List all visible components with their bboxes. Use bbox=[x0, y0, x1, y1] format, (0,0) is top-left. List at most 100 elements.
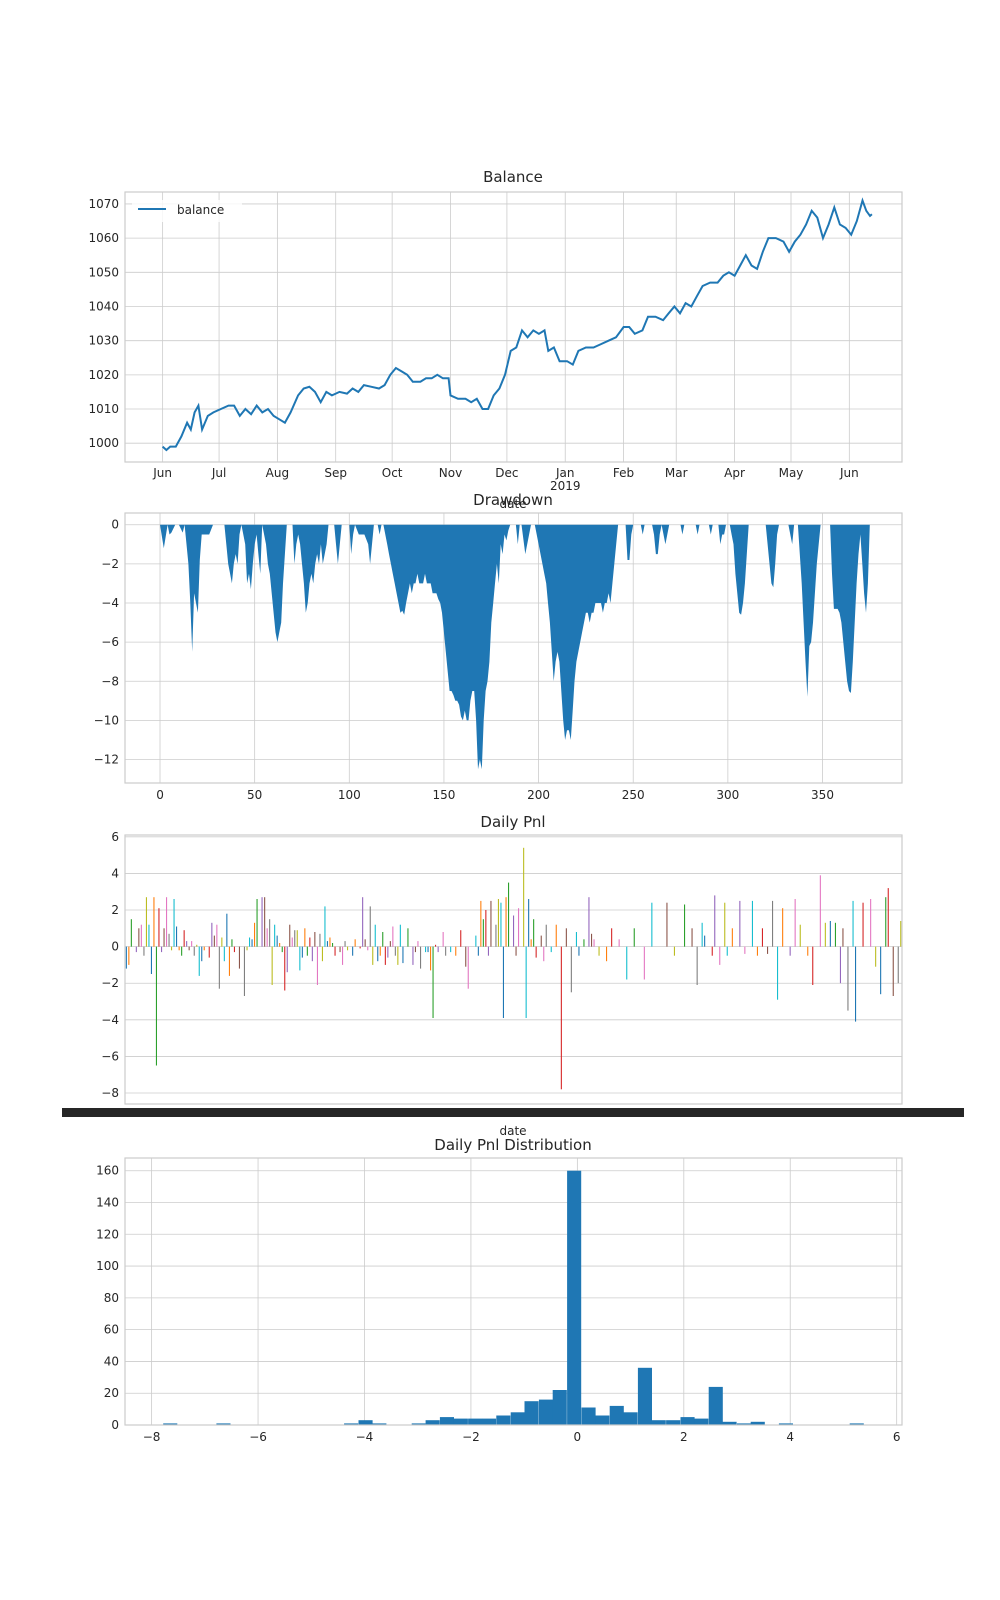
daily-pnl-bar bbox=[497, 899, 499, 947]
daily-pnl-bar bbox=[334, 946, 336, 956]
daily-pnl-bar bbox=[402, 946, 404, 964]
daily-pnl-y-tick-label: −2 bbox=[101, 976, 119, 990]
daily-pnl-bar bbox=[158, 908, 160, 947]
daily-pnl-bar bbox=[186, 941, 188, 947]
daily-pnl-bar bbox=[218, 946, 220, 989]
balance-x-tick-label: Jan bbox=[555, 466, 575, 480]
histogram-bar bbox=[680, 1417, 695, 1425]
daily-pnl-bar bbox=[885, 897, 887, 947]
daily-pnl-bar bbox=[231, 939, 233, 947]
histogram-bar bbox=[468, 1418, 483, 1425]
daily-pnl-bar bbox=[430, 946, 432, 971]
drawdown-y-tick-label: −10 bbox=[94, 713, 119, 727]
daily-pnl-bar bbox=[394, 946, 396, 956]
daily-pnl-bar bbox=[354, 939, 356, 947]
daily-pnl-bar bbox=[812, 946, 814, 985]
histogram-bar bbox=[637, 1367, 652, 1425]
histogram-bar bbox=[778, 1423, 793, 1425]
histogram-bar bbox=[623, 1412, 638, 1425]
daily-pnl-bar bbox=[450, 946, 452, 953]
balance-x-tick-label: May bbox=[779, 466, 804, 480]
axes-frame bbox=[124, 1157, 903, 1426]
distribution-y-tick-label: 20 bbox=[104, 1386, 119, 1400]
daily-pnl-y-tick-label: −8 bbox=[101, 1086, 119, 1100]
daily-pnl-bar bbox=[276, 935, 278, 947]
distribution-x-tick-label: −4 bbox=[356, 1430, 374, 1444]
daily-pnl-bar bbox=[238, 946, 240, 969]
daily-pnl-y-tick-label: −4 bbox=[101, 1013, 119, 1027]
daily-pnl-bar bbox=[508, 882, 510, 947]
daily-pnl-bar bbox=[382, 932, 384, 947]
daily-pnl-bar bbox=[588, 897, 590, 947]
daily-pnl-bar bbox=[155, 946, 157, 1066]
balance-x-tick-label: Nov bbox=[439, 466, 462, 480]
daily-pnl-bar bbox=[540, 935, 542, 947]
daily-pnl-bar bbox=[161, 946, 163, 953]
histogram-bar bbox=[849, 1423, 864, 1425]
daily-pnl-bar bbox=[311, 946, 313, 962]
histogram-bar bbox=[666, 1420, 681, 1425]
balance-x-tick-label: Feb bbox=[613, 466, 634, 480]
balance-y-tick-label: 1050 bbox=[88, 265, 119, 279]
histogram-bar bbox=[750, 1421, 765, 1425]
daily-pnl-bar bbox=[367, 946, 369, 951]
daily-pnl-bar bbox=[372, 946, 374, 965]
daily-pnl-bar bbox=[518, 908, 520, 947]
drawdown-y-tick-label: 0 bbox=[111, 518, 119, 532]
daily-pnl-bar bbox=[246, 946, 248, 951]
daily-pnl-bar bbox=[593, 939, 595, 947]
daily-pnl-bar bbox=[359, 946, 361, 949]
daily-pnl-bar bbox=[870, 899, 872, 947]
daily-pnl-bar bbox=[794, 899, 796, 947]
daily-pnl-bar bbox=[274, 924, 276, 947]
daily-pnl-bar bbox=[228, 946, 230, 976]
daily-pnl-bar bbox=[191, 941, 193, 947]
daily-pnl-bar bbox=[211, 922, 213, 947]
daily-pnl-bar bbox=[163, 928, 165, 947]
daily-pnl-bar bbox=[731, 928, 733, 947]
daily-pnl-bar bbox=[530, 939, 532, 947]
daily-pnl-bar bbox=[266, 928, 268, 947]
daily-pnl-bar bbox=[299, 946, 301, 971]
daily-pnl-bar bbox=[332, 943, 334, 947]
distribution-x-tick-label: 4 bbox=[786, 1430, 794, 1444]
balance-x-tick-label: Oct bbox=[382, 466, 403, 480]
daily-pnl-bar bbox=[505, 897, 507, 947]
daily-pnl-xlabel: date bbox=[499, 1124, 526, 1138]
daily-pnl-bar bbox=[193, 946, 195, 956]
daily-pnl-bar bbox=[271, 946, 273, 985]
daily-pnl-bar bbox=[135, 946, 137, 953]
daily-pnl-bar bbox=[565, 928, 567, 947]
daily-pnl-bar bbox=[626, 946, 628, 980]
axes-frame bbox=[124, 834, 903, 1105]
daily-pnl-bar bbox=[767, 946, 769, 954]
daily-pnl-bar bbox=[570, 946, 572, 993]
drawdown-y-tick-label: −4 bbox=[101, 596, 119, 610]
daily-pnl-bar bbox=[143, 946, 145, 956]
daily-pnl-bar bbox=[254, 922, 256, 947]
daily-pnl-bar bbox=[216, 924, 218, 947]
histogram-bar bbox=[538, 1399, 553, 1425]
daily-pnl-bar bbox=[130, 919, 132, 947]
daily-pnl-bar bbox=[887, 888, 889, 947]
daily-pnl-bar bbox=[480, 900, 482, 947]
balance-y-tick-label: 1030 bbox=[88, 334, 119, 348]
histogram-bar bbox=[708, 1386, 723, 1425]
daily-pnl-bar bbox=[724, 902, 726, 947]
daily-pnl-bar bbox=[714, 895, 716, 947]
daily-pnl-bar bbox=[377, 946, 379, 962]
daily-pnl-bar bbox=[176, 926, 178, 947]
daily-pnl-bar bbox=[892, 946, 894, 996]
daily-pnl-bar bbox=[347, 946, 349, 951]
daily-pnl-bar bbox=[362, 897, 364, 947]
balance-title: Balance bbox=[483, 168, 543, 186]
daily-pnl-bar bbox=[389, 941, 391, 947]
daily-pnl-bar bbox=[188, 946, 190, 951]
daily-pnl-bar bbox=[611, 928, 613, 947]
balance-x-tick-label: Mar bbox=[665, 466, 688, 480]
daily-pnl-bar bbox=[495, 924, 497, 947]
daily-pnl-bar bbox=[696, 946, 698, 985]
daily-pnl-bar bbox=[384, 946, 386, 965]
daily-pnl-bar bbox=[284, 946, 286, 991]
balance-chart: 1000 1010 1020 1030 1040 1050 1060 1070 Jun Jul Au… bbox=[88, 168, 903, 511]
